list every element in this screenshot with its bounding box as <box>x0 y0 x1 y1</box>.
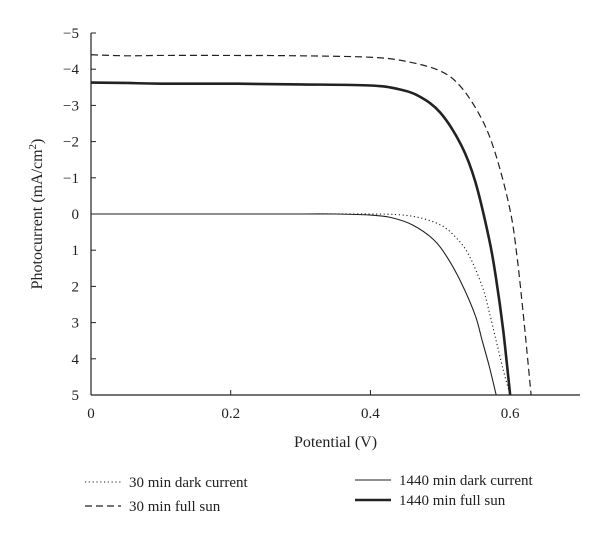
y-tick-label: 2 <box>72 279 80 295</box>
y-tick-label: −4 <box>63 62 79 78</box>
y-tick-label: 3 <box>72 316 80 332</box>
series-group <box>90 54 532 396</box>
y-axis-label-close: ) <box>29 139 46 144</box>
legend-label: 1440 min full sun <box>399 493 506 509</box>
series-line-1440-min-dark-current <box>91 213 497 396</box>
x-tick-label: 0.6 <box>501 406 520 422</box>
series-line-1440-min-full-sun <box>90 81 512 396</box>
series-line-30-min-dark-current <box>91 213 511 396</box>
legend-label: 30 min dark current <box>129 475 249 491</box>
legend-label: 30 min full sun <box>129 499 221 515</box>
y-tick-label: −5 <box>63 26 79 42</box>
x-tick-label: 0 <box>87 406 95 422</box>
x-tick-label: 0.2 <box>221 406 240 422</box>
y-tick-label: −3 <box>63 98 79 114</box>
y-tick-label: 4 <box>72 352 80 368</box>
x-ticks: 0 0.2 0.4 0.6 <box>87 390 520 422</box>
y-tick-label: 0 <box>72 207 80 223</box>
y-axis-label-main: Photocurrent (mA/cm <box>29 149 46 290</box>
y-tick-label: 1 <box>72 243 80 259</box>
y-tick-label: −1 <box>63 171 79 187</box>
y-axis-label-superscript: 2 <box>27 144 39 150</box>
x-axis-label: Potential (V) <box>294 434 377 451</box>
y-axis-label: Photocurrent (mA/cm2) <box>27 139 46 290</box>
legend: 30 min dark current 30 min full sun 1440 m… <box>85 473 534 515</box>
y-tick-label: −2 <box>63 135 79 151</box>
y-ticks: −5 −4 −3 −2 −1 0 1 2 3 4 5 <box>63 26 96 404</box>
x-tick-label: 0.4 <box>361 406 380 422</box>
series-line-30-min-full-sun <box>90 54 532 396</box>
y-tick-label: 5 <box>72 388 80 404</box>
legend-label: 1440 min dark current <box>399 473 534 489</box>
